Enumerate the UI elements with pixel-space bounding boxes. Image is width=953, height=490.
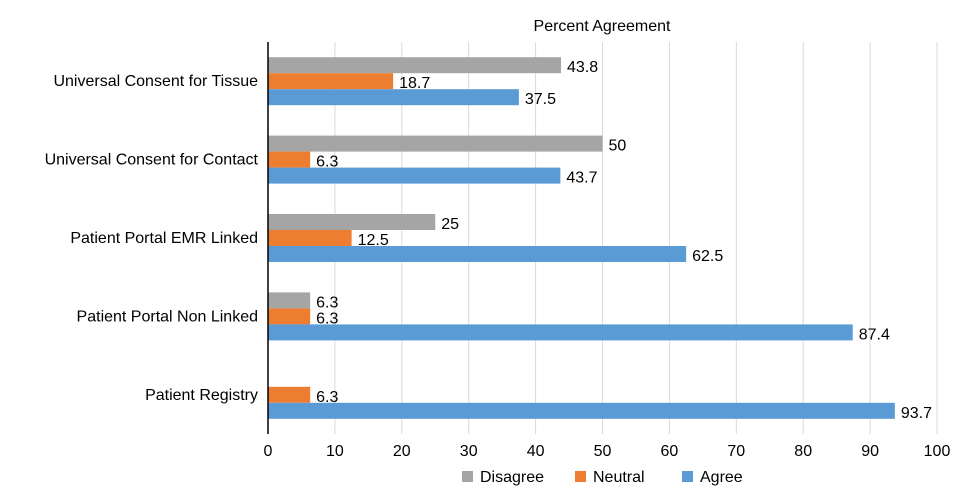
data-label-neutral-patient-registry: 6.3 xyxy=(316,389,338,406)
category-label-universal-consent-for-tissue: Universal Consent for Tissue xyxy=(53,73,258,90)
x-tick-label: 70 xyxy=(727,443,745,460)
x-tick-label: 80 xyxy=(794,443,812,460)
legend-label-agree: Agree xyxy=(700,469,743,486)
x-tick-label: 60 xyxy=(661,443,679,460)
x-tick-label: 30 xyxy=(460,443,478,460)
x-tick-label: 100 xyxy=(924,443,951,460)
data-label-disagree-universal-consent-for-contact: 50 xyxy=(609,138,627,155)
bar-neutral-universal-consent-for-tissue xyxy=(268,73,394,90)
bar-agree-universal-consent-for-contact xyxy=(268,167,561,184)
data-label-agree-patient-registry: 93.7 xyxy=(901,405,932,422)
legend-swatch-agree xyxy=(682,471,693,482)
legend-label-disagree: Disagree xyxy=(480,469,544,486)
x-tick-label: 50 xyxy=(594,443,612,460)
x-tick-label: 0 xyxy=(264,443,273,460)
bar-agree-patient-portal-emr-linked xyxy=(268,246,687,262)
data-label-disagree-patient-portal-non-linked: 6.3 xyxy=(316,294,338,311)
category-label-patient-registry: Patient Registry xyxy=(145,387,258,404)
bars xyxy=(268,57,895,419)
bar-neutral-patient-portal-emr-linked xyxy=(268,230,352,246)
bar-disagree-universal-consent-for-tissue xyxy=(268,57,562,74)
bar-disagree-patient-portal-non-linked xyxy=(268,292,311,309)
bar-agree-patient-portal-non-linked xyxy=(268,324,853,341)
bar-disagree-universal-consent-for-contact xyxy=(268,135,603,152)
bar-agree-patient-registry xyxy=(268,402,895,419)
data-label-agree-patient-portal-non-linked: 87.4 xyxy=(859,326,890,343)
legend-swatch-disagree xyxy=(462,471,473,482)
data-label-agree-patient-portal-emr-linked: 62.5 xyxy=(692,248,723,265)
category-label-patient-portal-non-linked: Patient Portal Non Linked xyxy=(77,308,258,325)
data-label-agree-universal-consent-for-contact: 43.7 xyxy=(566,170,597,187)
data-labels: 43.818.737.5506.343.72512.562.56.36.387.… xyxy=(316,59,932,422)
x-tick-label: 10 xyxy=(326,443,344,460)
legend-swatch-neutral xyxy=(575,471,586,482)
x-tick-label: 90 xyxy=(861,443,879,460)
bar-agree-universal-consent-for-tissue xyxy=(268,89,519,106)
data-label-disagree-universal-consent-for-tissue: 43.8 xyxy=(567,59,598,76)
data-label-agree-universal-consent-for-tissue: 37.5 xyxy=(525,91,556,108)
chart-title: Percent Agreement xyxy=(534,18,672,35)
data-label-neutral-patient-portal-emr-linked: 12.5 xyxy=(358,232,389,249)
bar-neutral-patient-registry xyxy=(268,386,311,403)
axes: Universal Consent for Tissue Universal Co… xyxy=(45,42,951,460)
bar-neutral-patient-portal-non-linked xyxy=(268,308,311,325)
data-label-disagree-patient-portal-emr-linked: 25 xyxy=(441,216,459,233)
category-label-universal-consent-for-contact: Universal Consent for Contact xyxy=(45,152,259,169)
x-tick-label: 40 xyxy=(527,443,545,460)
data-label-neutral-universal-consent-for-tissue: 18.7 xyxy=(399,75,430,92)
x-tick-label: 20 xyxy=(393,443,411,460)
bar-neutral-universal-consent-for-contact xyxy=(268,151,311,168)
bar-disagree-patient-portal-emr-linked xyxy=(268,214,436,230)
legend-label-neutral: Neutral xyxy=(593,469,645,486)
category-label-patient-portal-emr-linked: Patient Portal EMR Linked xyxy=(70,230,258,247)
gridlines xyxy=(334,42,938,434)
legend: Disagree Neutral Agree xyxy=(462,469,743,486)
data-label-neutral-patient-portal-non-linked: 6.3 xyxy=(316,310,338,327)
data-label-neutral-universal-consent-for-contact: 6.3 xyxy=(316,154,338,171)
